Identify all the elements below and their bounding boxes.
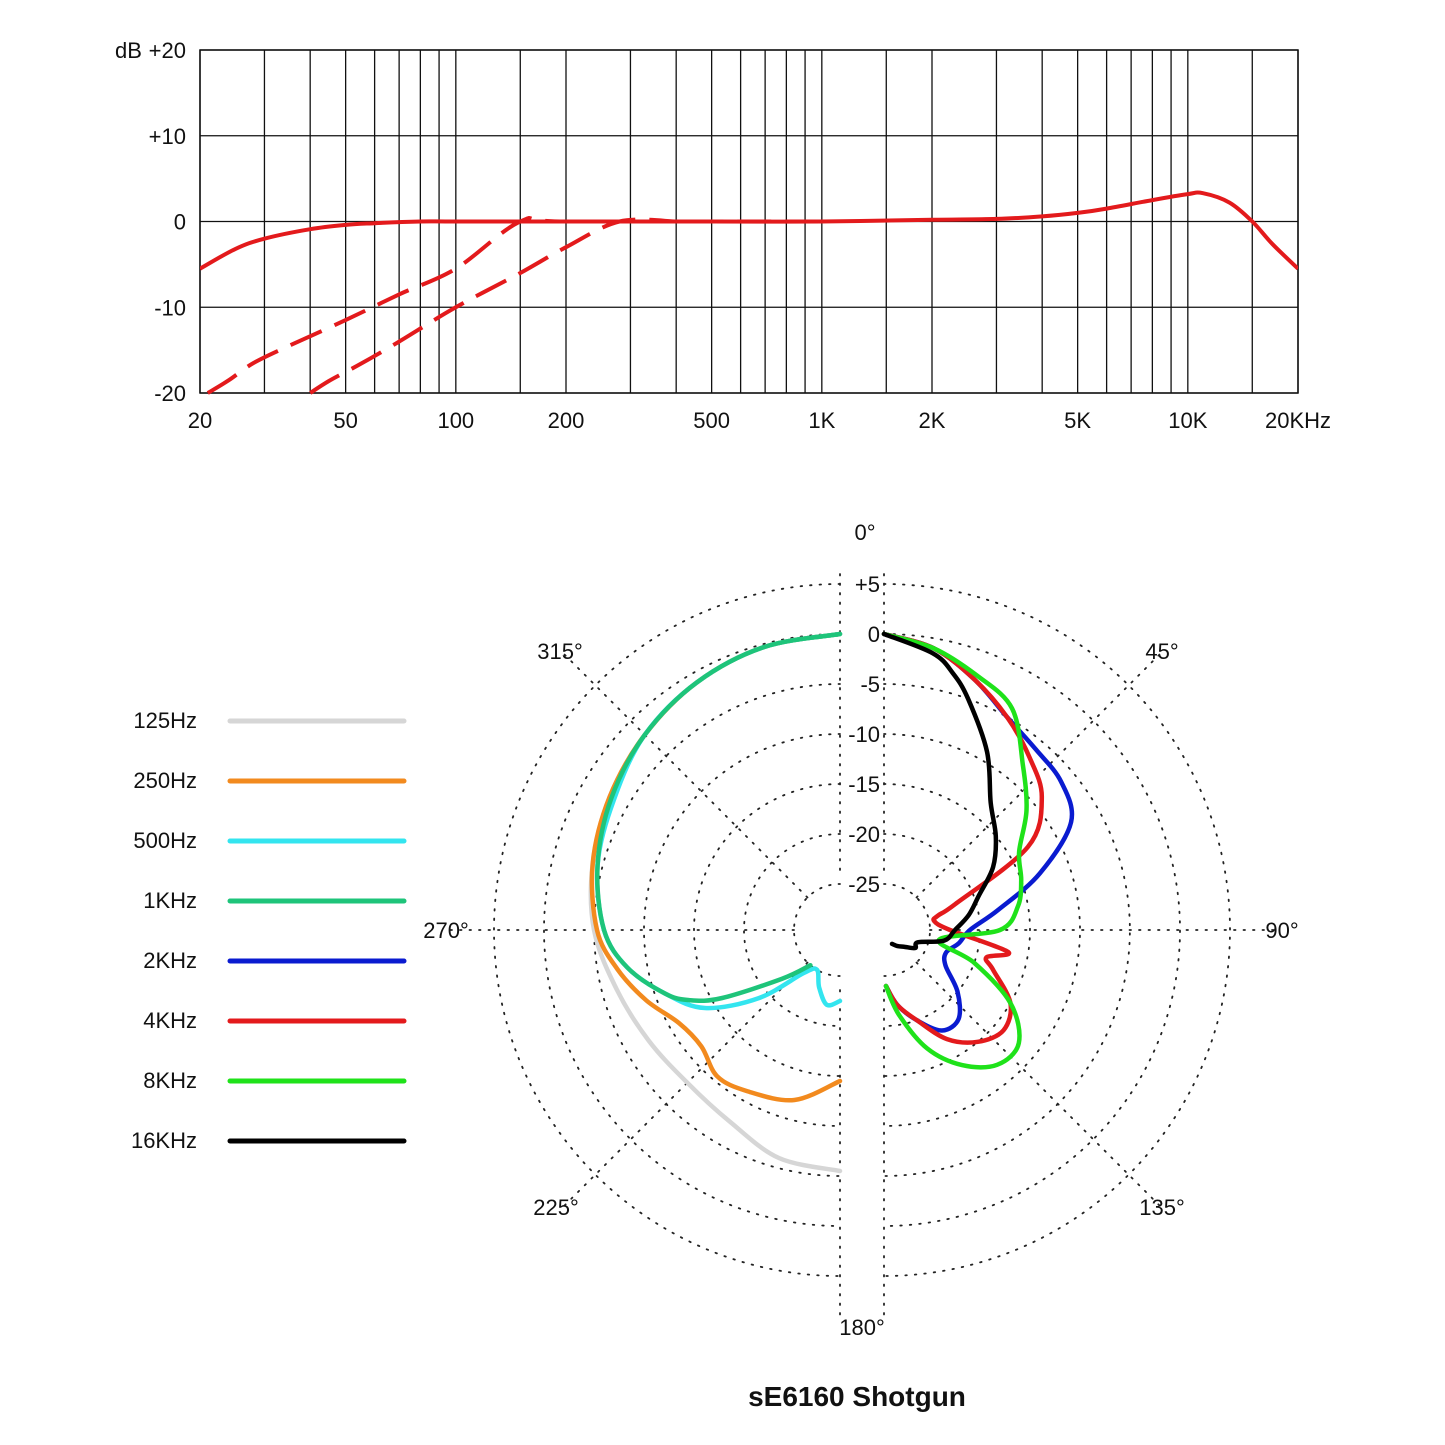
polar-series-8khz (881, 631, 1029, 1070)
polar-series-2khz (881, 631, 1075, 1033)
polar-series-500hz (594, 631, 843, 1011)
polar-ring-left (643, 733, 841, 1127)
polar-db-label: -5 (860, 672, 880, 697)
fr-x-tick-label: 20KHz (1265, 408, 1331, 433)
chart-title: sE6160 Shotgun (748, 1381, 966, 1412)
polar-ring-right (883, 833, 981, 1027)
fr-y-unit-label: dB (115, 38, 142, 63)
fr-x-tick-label: 2K (919, 408, 946, 433)
polar-angle-label: 45° (1145, 639, 1178, 664)
fr-x-tick-label: 500 (693, 408, 730, 433)
legend-label: 2KHz (143, 948, 197, 973)
polar-angle-label: 90° (1265, 918, 1298, 943)
polar-ring-right (883, 633, 1181, 1227)
fr-x-tick-label: 20 (188, 408, 212, 433)
polar-series-16khz (881, 631, 999, 951)
fr-x-tick-label: 5K (1064, 408, 1091, 433)
legend-label: 4KHz (143, 1008, 197, 1033)
legend-label: 125Hz (133, 708, 197, 733)
polar-spoke (915, 961, 1164, 1210)
polar-db-label: -20 (848, 822, 880, 847)
fr-series-dashed-3 (309, 217, 677, 395)
fr-x-tick-label: 100 (437, 408, 474, 433)
polar-angle-label: 135° (1139, 1195, 1185, 1220)
polar-ring-right (883, 583, 1231, 1277)
legend-label: 500Hz (133, 828, 197, 853)
polar-angle-label: 180° (839, 1315, 885, 1340)
polar-ring-right (883, 883, 931, 977)
legend-label: 1KHz (143, 888, 197, 913)
polar-db-label: -10 (848, 722, 880, 747)
polar-series-1khz (595, 631, 843, 1004)
polar-angle-label: 0° (854, 520, 875, 545)
fr-series-dashed-2 (206, 216, 822, 395)
fr-x-tick-label: 200 (548, 408, 585, 433)
polar-spoke (560, 650, 809, 899)
legend-label: 250Hz (133, 768, 197, 793)
fr-x-tick-label: 50 (333, 408, 357, 433)
polar-series-250hz (589, 631, 843, 1103)
polar-angle-label: 225° (533, 1195, 579, 1220)
polar-ring-left (743, 833, 841, 1027)
polar-angle-label: 270° (423, 918, 469, 943)
fr-series-solid-1 (200, 190, 1298, 271)
polar-db-label: -25 (848, 872, 880, 897)
polar-ring-left (543, 633, 841, 1227)
polar-db-label: +5 (855, 572, 880, 597)
polar-db-label: 0 (868, 622, 880, 647)
fr-y-tick-label: -20 (154, 381, 186, 406)
polar-spoke (560, 961, 809, 1210)
fr-y-tick-label: +10 (149, 124, 186, 149)
polar-ring-left (493, 583, 841, 1277)
fr-plot-frame (199, 49, 1299, 394)
polar-pattern-chart: +5 0 -5 -10 -15 -20 -25 0° 45° 90° 135° 180° 225° 270… (423, 520, 1298, 1340)
polar-series-4khz (881, 631, 1045, 1045)
fr-y-tick-label: 0 (174, 210, 186, 235)
fr-y-tick-label: +20 (149, 38, 186, 63)
polar-ring-left (793, 883, 841, 977)
polar-series-125hz (588, 631, 843, 1174)
polar-db-label: -15 (848, 772, 880, 797)
fr-x-tick-label: 10K (1168, 408, 1207, 433)
legend: 125Hz 250Hz 500Hz 1KHz 2KHz 4KHz 8KHz 16KHz (131, 708, 407, 1153)
fr-y-tick-label: -10 (154, 295, 186, 320)
frequency-response-chart: +20 +10 0 -10 -20 dB 20 50 100 200 500 1K 2K 5K 10K 20K… (115, 38, 1331, 433)
polar-ring-right (883, 733, 1081, 1127)
polar-ring-left (693, 783, 841, 1077)
fr-x-tick-label: 1K (808, 408, 835, 433)
legend-label: 16KHz (131, 1128, 197, 1153)
polar-spoke (915, 650, 1164, 899)
polar-angle-label: 315° (537, 639, 583, 664)
legend-label: 8KHz (143, 1068, 197, 1093)
